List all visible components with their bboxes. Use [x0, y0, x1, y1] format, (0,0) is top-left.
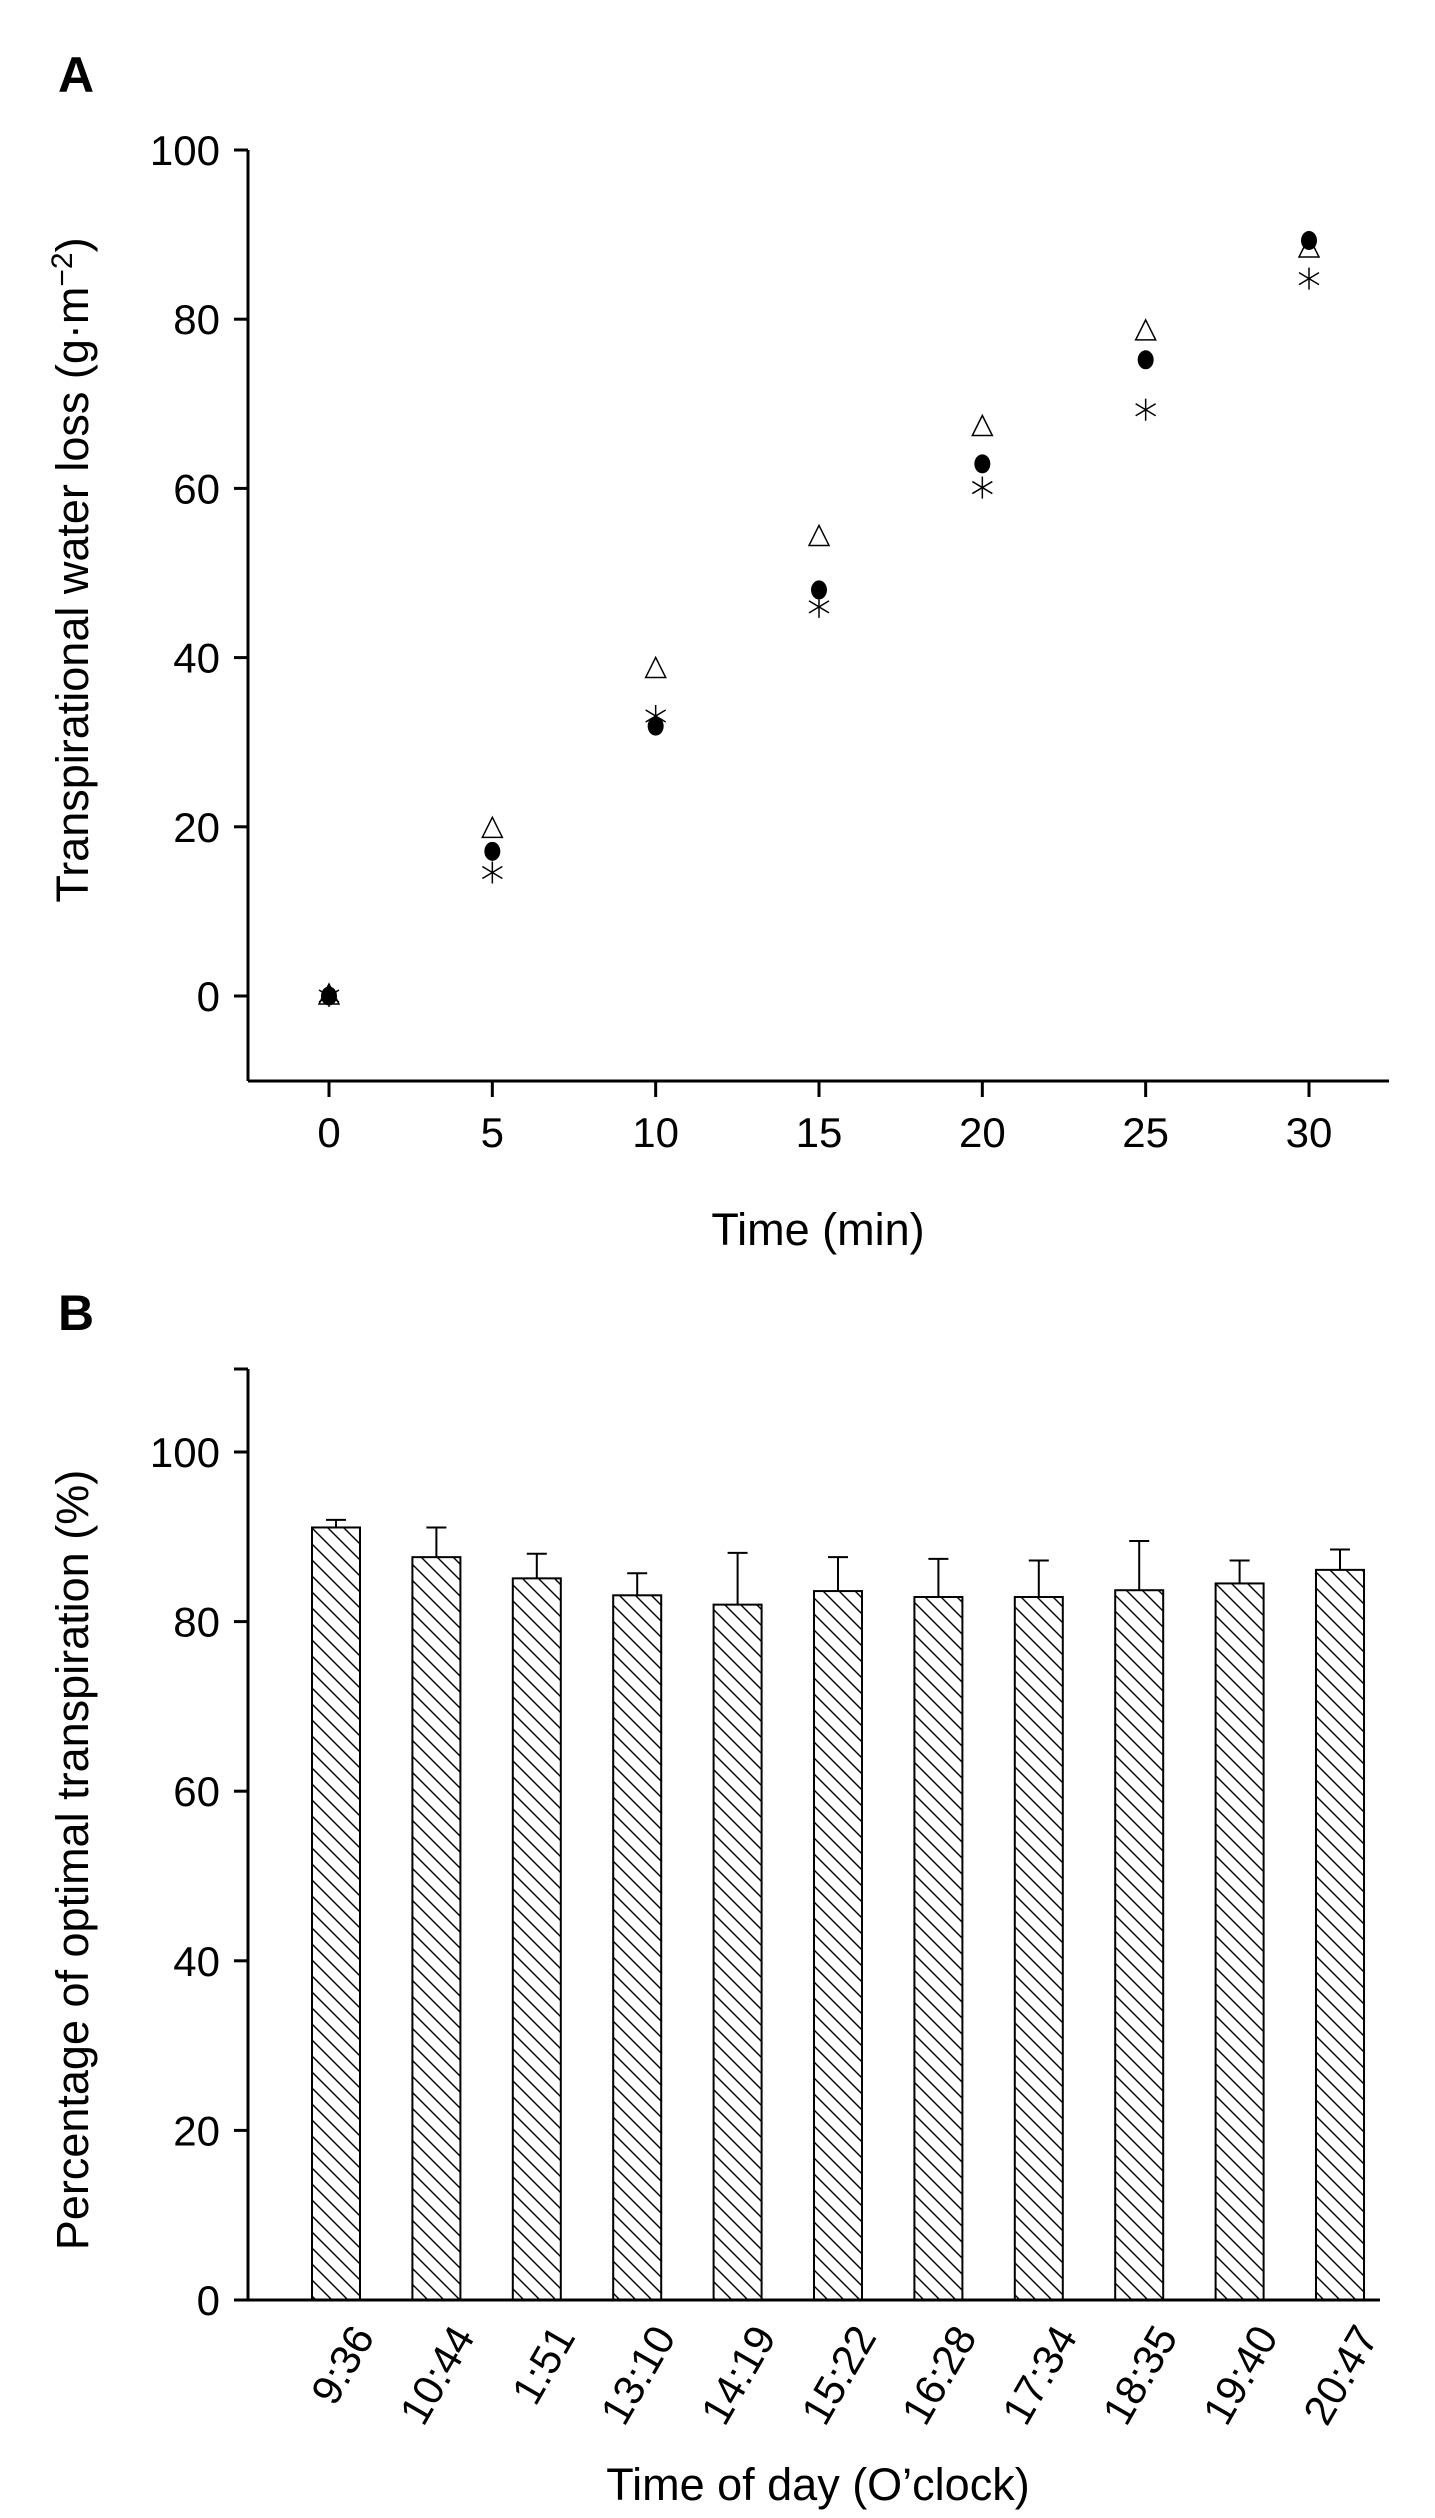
asterisk-point [318, 985, 340, 1007]
x-tick-label-b: 20:47 [1294, 2318, 1387, 2433]
x-axis-title-a: Time (min) [711, 1204, 924, 1255]
circle-point [484, 841, 501, 861]
y-axis-title-a: Transpirational water loss (g·m−2) [46, 237, 98, 902]
bar [1214, 1582, 1265, 2301]
x-tick-label-b: 16:28 [892, 2318, 985, 2433]
bar [1114, 1589, 1165, 2301]
circle-point [811, 580, 827, 600]
y-axis-title-b: Percentage of optimal transpiration (%) [47, 1470, 98, 2250]
circle-point [974, 454, 991, 474]
x-tick-label-b: 10:44 [390, 2318, 483, 2433]
panel-label-a: A [58, 47, 94, 103]
x-tick-label-b: 18:35 [1093, 2318, 1186, 2433]
triangle-point [481, 815, 504, 839]
circle-point [1137, 350, 1154, 370]
y-tick-label-b: 60 [173, 1768, 220, 1815]
triangle-point [971, 413, 994, 437]
bar [511, 1577, 562, 2302]
triangle-point [644, 655, 667, 679]
panel-b: B Time of day (O’clock) Percentage of op… [47, 1285, 1387, 2510]
y-tick-label-b: 80 [173, 1599, 220, 1646]
circle-point [1301, 231, 1317, 251]
x-tick-label-b: 15:22 [792, 2318, 885, 2433]
y-tick-label-b: 20 [173, 2107, 220, 2154]
bar [311, 1526, 361, 2302]
x-tick-label-a: 15 [796, 1109, 843, 1156]
panel-label-b: B [58, 1285, 94, 1341]
y-tick-label-b: 40 [173, 1938, 220, 1985]
y-title-a-sup: −2 [46, 252, 79, 286]
y-tick-label-a: 0 [197, 973, 220, 1020]
x-tick-label-a: 10 [632, 1109, 679, 1156]
x-tick-label-b: 19:40 [1194, 2318, 1287, 2433]
bar [1315, 1568, 1365, 2301]
x-tick-label-b: 13:10 [591, 2318, 684, 2433]
panel-a: A Time (min) Transpirational water loss … [46, 47, 1389, 1255]
triangle-point [807, 523, 831, 547]
y-title-a-main: Transpirational water loss (g·m [47, 287, 98, 903]
x-tick-label-b: 9:36 [302, 2318, 384, 2412]
asterisk-point [1135, 398, 1157, 421]
x-tick-label-b: 14:19 [692, 2318, 785, 2433]
y-tick-label-a: 20 [173, 804, 220, 851]
y-title-a-end: ) [47, 237, 98, 252]
bar [712, 1603, 763, 2301]
bar [411, 1556, 462, 2301]
asterisk-point [481, 861, 503, 884]
x-tick-label-b: 17:34 [993, 2318, 1086, 2433]
asterisk-point [1298, 267, 1320, 290]
asterisk-point [971, 476, 993, 499]
y-tick-label-a: 60 [173, 465, 220, 512]
bar [612, 1594, 663, 2301]
x-tick-label-a: 30 [1286, 1109, 1333, 1156]
asterisk-point [808, 595, 830, 618]
x-tick-label-a: 5 [481, 1109, 504, 1156]
y-tick-label-a: 40 [173, 635, 220, 682]
y-tick-label-b: 100 [150, 1429, 220, 1476]
x-tick-label-b: 1:51 [502, 2318, 584, 2412]
x-tick-label-a: 25 [1122, 1109, 1169, 1156]
x-tick-label-a: 20 [959, 1109, 1006, 1156]
asterisk-point [645, 704, 667, 727]
x-tick-label-a: 0 [317, 1109, 340, 1156]
y-tick-label-b: 0 [197, 2277, 220, 2324]
triangle-point [1134, 318, 1157, 341]
y-tick-label-a: 80 [173, 296, 220, 343]
y-tick-label-a: 100 [150, 127, 220, 174]
bar [813, 1590, 863, 2301]
x-axis-title-b: Time of day (O’clock) [606, 2459, 1029, 2510]
bar [1013, 1596, 1064, 2302]
bar [913, 1596, 964, 2302]
